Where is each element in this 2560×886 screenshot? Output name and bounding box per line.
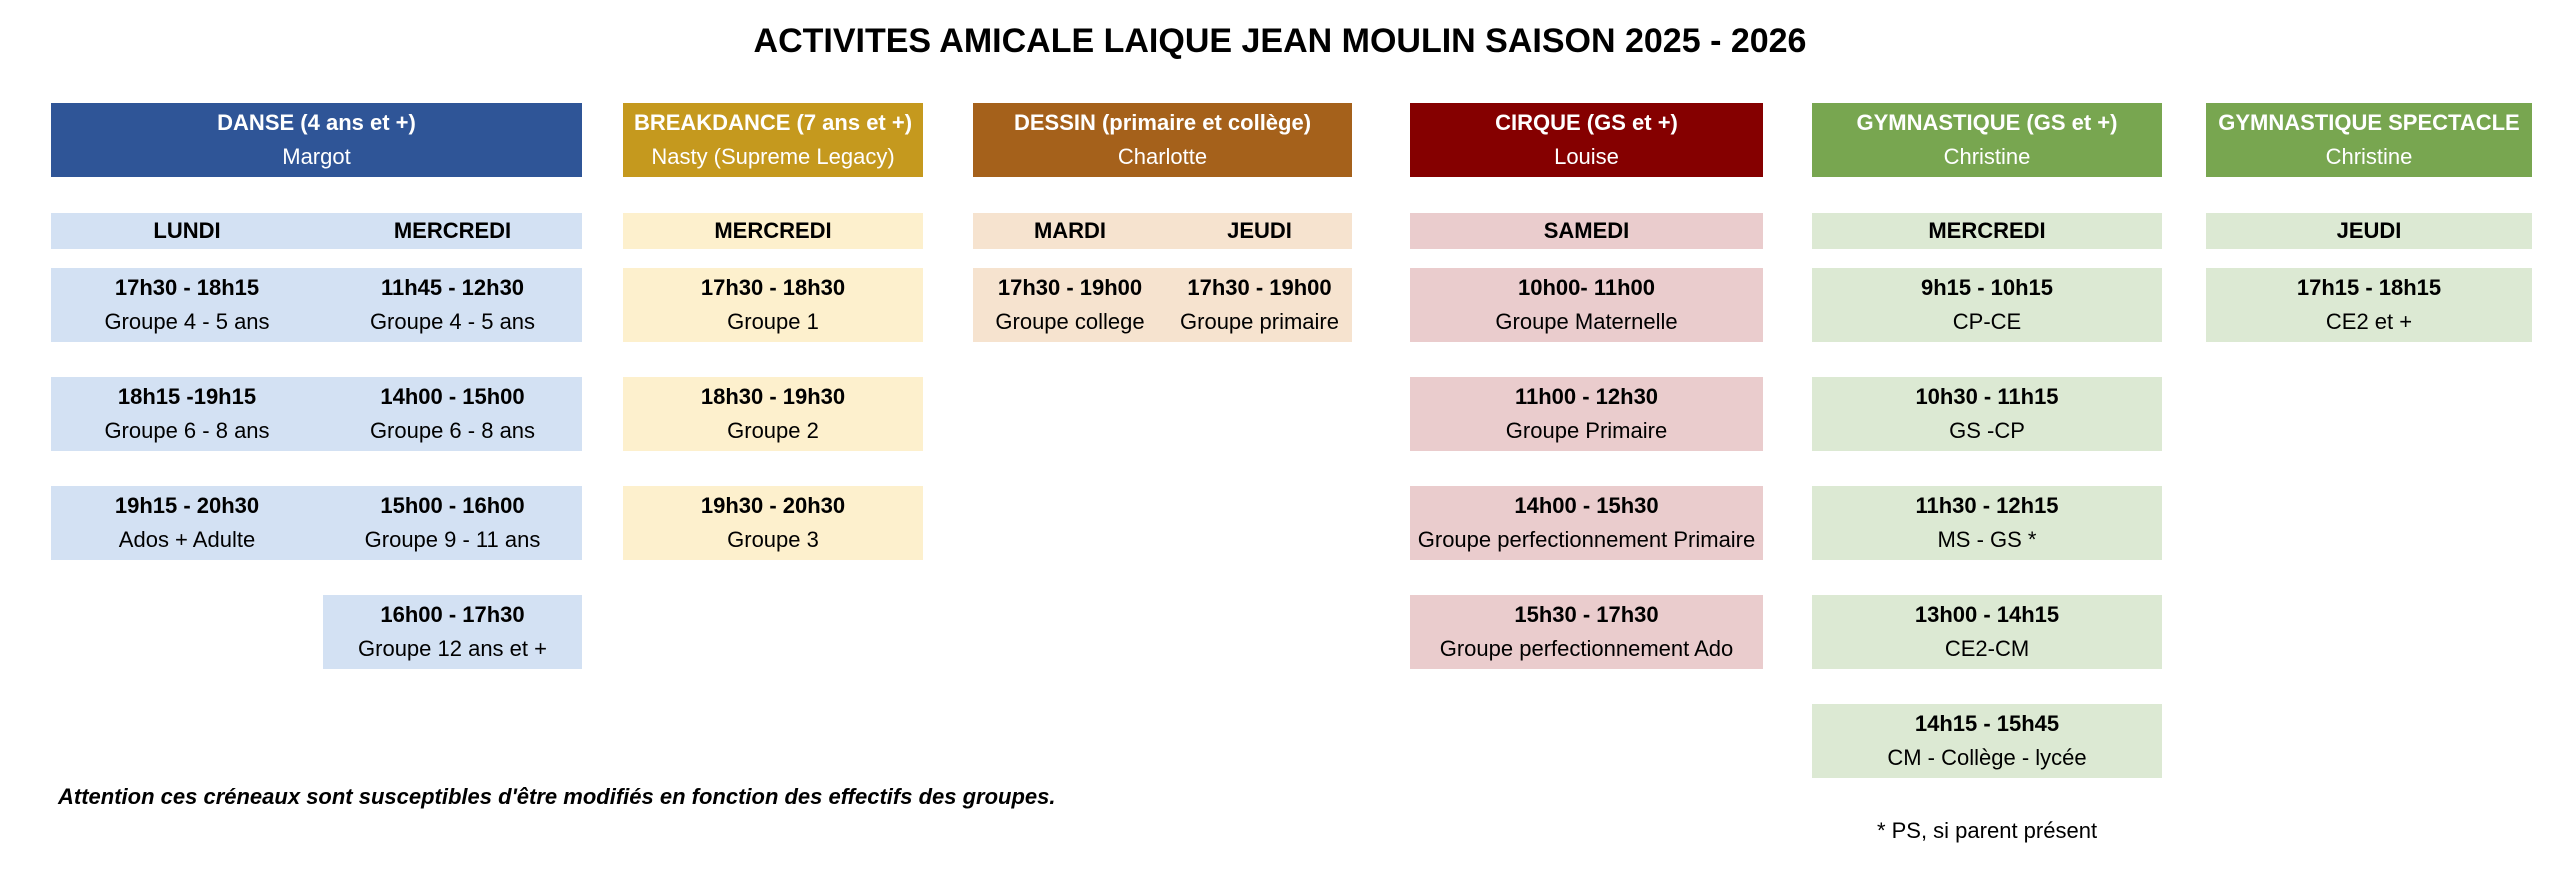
activity-teacher: Christine: [2325, 144, 2413, 169]
slot-group: Groupe college: [995, 309, 1145, 334]
slot-group: Groupe 3: [727, 527, 819, 552]
footnote: * PS, si parent présent: [1876, 818, 2098, 843]
slot-time: 9h15 - 10h15: [1920, 275, 2054, 300]
slot-time: 16h00 - 17h30: [380, 602, 525, 627]
schedule-slot: 14h00 - 15h00 Groupe 6 - 8 ans: [323, 377, 582, 451]
activity-name: DESSIN (primaire et collège): [1013, 110, 1312, 135]
activity-teacher: Margot: [282, 144, 351, 169]
schedule-slot: 10h30 - 11h15 GS -CP: [1812, 377, 2162, 451]
slot-group: Groupe primaire: [1180, 309, 1339, 334]
slot-time: 11h30 - 12h15: [1915, 493, 2059, 518]
schedule-slot: 15h30 - 17h30 Groupe perfectionnement Ad…: [1410, 595, 1763, 669]
schedule-slot: 19h15 - 20h30 Ados + Adulte: [51, 486, 323, 560]
activity-header-dessin: DESSIN (primaire et collège) Charlotte: [973, 103, 1352, 177]
day-header-jeudi: JEUDI: [1167, 213, 1352, 249]
slot-time: 17h30 - 19h00: [997, 275, 1143, 300]
slot-group: CM - Collège - lycée: [1887, 745, 2087, 770]
schedule-slot: 11h30 - 12h15 MS - GS *: [1812, 486, 2162, 560]
schedule-slot: 17h30 - 19h00 Groupe college: [973, 268, 1167, 342]
slot-group: MS - GS *: [1937, 527, 2037, 552]
schedule-slot: 16h00 - 17h30 Groupe 12 ans et +: [323, 595, 582, 669]
slot-group: CP-CE: [1952, 309, 2022, 334]
schedule-slot: 17h30 - 19h00 Groupe primaire: [1167, 268, 1352, 342]
slot-group: CE2 et +: [2325, 309, 2413, 334]
schedule-slot: 18h30 - 19h30 Groupe 2: [623, 377, 923, 451]
slot-group: Ados + Adulte: [118, 527, 256, 552]
day-header-mercredi: MERCREDI: [323, 213, 582, 249]
slot-time: 11h45 - 12h30: [380, 275, 525, 300]
slot-time: 17h30 - 18h30: [700, 275, 846, 300]
activity-header-danse: DANSE (4 ans et +) Margot: [51, 103, 582, 177]
schedule-slot: 17h30 - 18h30 Groupe 1: [623, 268, 923, 342]
slot-time: 19h15 - 20h30: [114, 493, 260, 518]
activity-teacher: Louise: [1554, 144, 1619, 169]
slot-time: 14h15 - 15h45: [1914, 711, 2060, 736]
activity-name: BREAKDANCE (7 ans et +): [633, 110, 913, 135]
slot-group: Groupe Maternelle: [1495, 309, 1678, 334]
slot-group: Groupe 4 - 5 ans: [369, 309, 536, 334]
slot-group: Groupe 1: [727, 309, 819, 334]
activity-name: DANSE (4 ans et +): [217, 110, 416, 135]
schedule-slot: 18h15 -19h15 Groupe 6 - 8 ans: [51, 377, 323, 451]
schedule-slot: 14h15 - 15h45 CM - Collège - lycée: [1812, 704, 2162, 778]
activity-teacher: Christine: [1943, 144, 2031, 169]
slot-group: Groupe 2: [727, 418, 819, 443]
day-header-mercredi: MERCREDI: [623, 213, 923, 249]
activity-header-gym-spectacle: GYMNASTIQUE SPECTACLE Christine: [2206, 103, 2532, 177]
slot-group: Groupe Primaire: [1505, 418, 1668, 443]
slot-time: 17h15 - 18h15: [2296, 275, 2442, 300]
schedule-slot: 10h00- 11h00 Groupe Maternelle: [1410, 268, 1763, 342]
day-header-mardi: MARDI: [973, 213, 1167, 249]
slot-time: 15h00 - 16h00: [380, 493, 525, 518]
schedule-slot: 13h00 - 14h15 CE2-CM: [1812, 595, 2162, 669]
schedule-slot: 17h15 - 18h15 CE2 et +: [2206, 268, 2532, 342]
slot-group: Groupe 6 - 8 ans: [369, 418, 536, 443]
slot-time: 17h30 - 18h15: [114, 275, 260, 300]
day-header-samedi: SAMEDI: [1410, 213, 1763, 249]
schedule-slot: 14h00 - 15h30 Groupe perfectionnement Pr…: [1410, 486, 1763, 560]
activity-header-breakdance: BREAKDANCE (7 ans et +) Nasty (Supreme L…: [623, 103, 923, 177]
activity-header-cirque: CIRQUE (GS et +) Louise: [1410, 103, 1763, 177]
schedule-slot: 11h00 - 12h30 Groupe Primaire: [1410, 377, 1763, 451]
schedule-slot: 9h15 - 10h15 CP-CE: [1812, 268, 2162, 342]
slot-time: 14h00 - 15h30: [1514, 493, 1659, 518]
schedule-slot: 11h45 - 12h30 Groupe 4 - 5 ans: [323, 268, 582, 342]
slot-group: Groupe 12 ans et +: [358, 636, 547, 661]
slot-time: 10h00- 11h00: [1518, 275, 1655, 300]
slot-time: 19h30 - 20h30: [700, 493, 846, 518]
slot-group: Groupe perfectionnement Primaire: [1417, 527, 1756, 552]
slot-group: GS -CP: [1949, 418, 2025, 443]
schedule-slot: 15h00 - 16h00 Groupe 9 - 11 ans: [323, 486, 582, 560]
slot-time: 14h00 - 15h00: [380, 384, 525, 409]
day-header-mercredi: MERCREDI: [1812, 213, 2162, 249]
slot-time: 11h00 - 12h30: [1514, 384, 1659, 409]
slot-group: Groupe perfectionnement Ado: [1439, 636, 1734, 661]
disclaimer-note: Attention ces créneaux sont susceptibles…: [58, 784, 1056, 809]
slot-time: 18h30 - 19h30: [700, 384, 846, 409]
activity-name: GYMNASTIQUE SPECTACLE: [2218, 110, 2520, 135]
slot-group: Groupe 9 - 11 ans: [364, 527, 541, 552]
slot-group: Groupe 6 - 8 ans: [104, 418, 270, 443]
slot-group: Groupe 4 - 5 ans: [104, 309, 270, 334]
day-header-lundi: LUNDI: [51, 213, 323, 249]
schedule-slot: 19h30 - 20h30 Groupe 3: [623, 486, 923, 560]
activity-teacher: Charlotte: [1117, 144, 1208, 169]
page-title: ACTIVITES AMICALE LAIQUE JEAN MOULIN SAI…: [753, 22, 1807, 60]
slot-time: 17h30 - 19h00: [1187, 275, 1332, 300]
activity-teacher: Nasty (Supreme Legacy): [651, 144, 895, 169]
activity-name: GYMNASTIQUE (GS et +): [1856, 110, 2118, 135]
slot-time: 15h30 - 17h30: [1514, 602, 1659, 627]
day-header-jeudi: JEUDI: [2206, 213, 2532, 249]
slot-group: CE2-CM: [1944, 636, 2030, 661]
activity-header-gymnastique: GYMNASTIQUE (GS et +) Christine: [1812, 103, 2162, 177]
slot-time: 13h00 - 14h15: [1914, 602, 2060, 627]
schedule-slot: 17h30 - 18h15 Groupe 4 - 5 ans: [51, 268, 323, 342]
activity-name: CIRQUE (GS et +): [1495, 110, 1678, 135]
slot-time: 10h30 - 11h15: [1915, 384, 2059, 409]
slot-time: 18h15 -19h15: [117, 384, 257, 409]
